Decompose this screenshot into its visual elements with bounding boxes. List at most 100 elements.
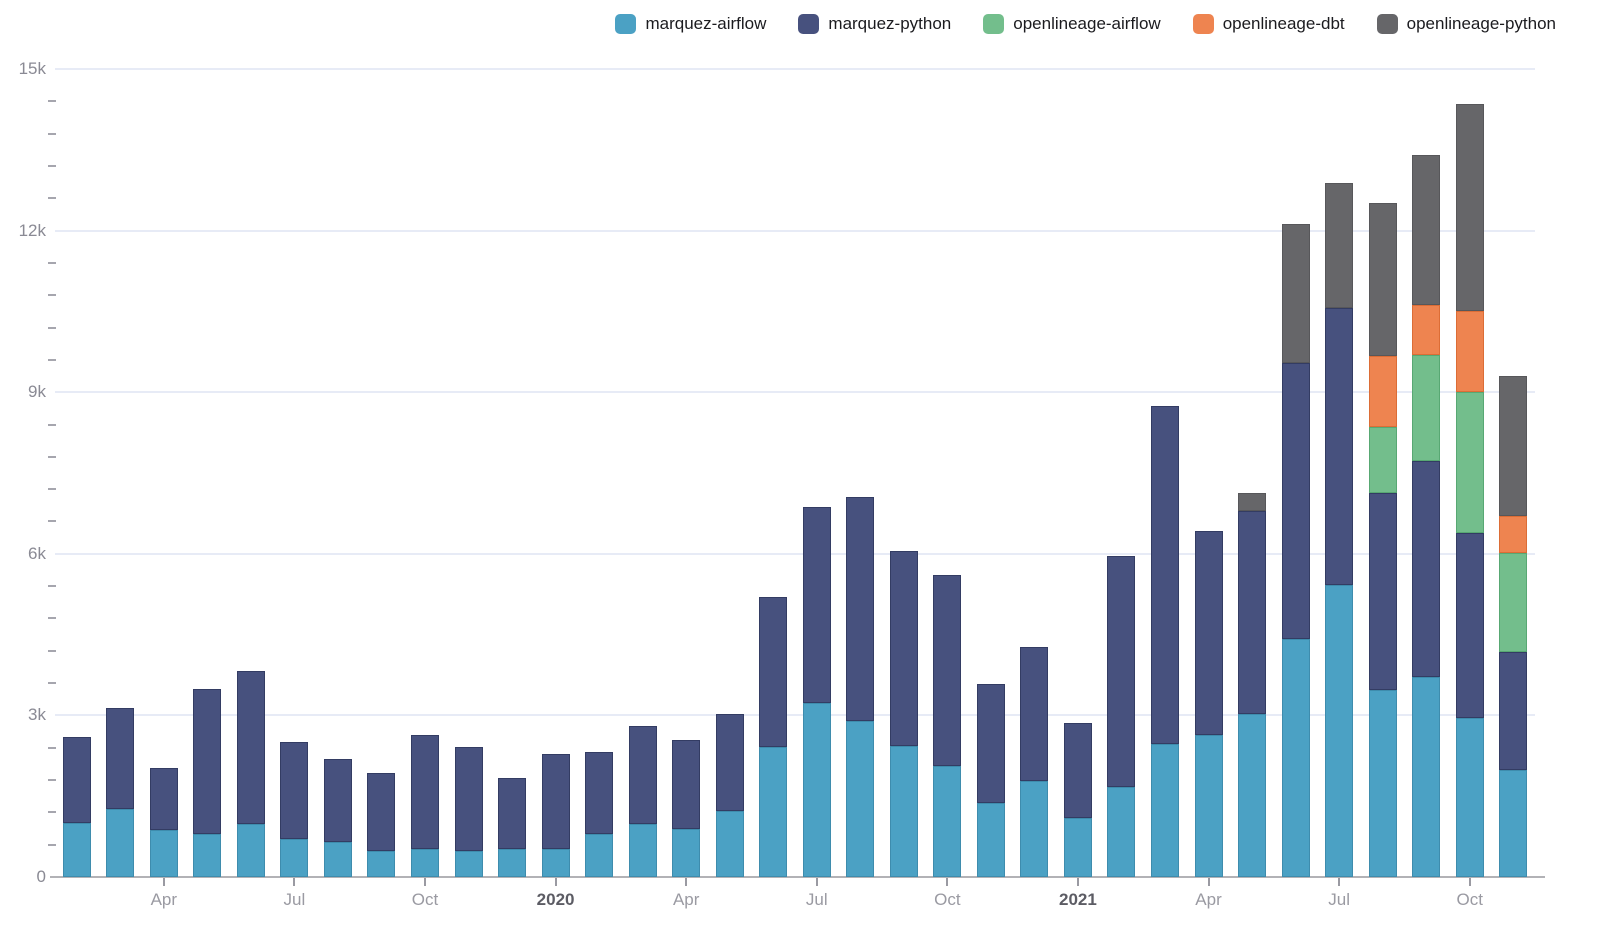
- segment-marquez-airflow-2019-06[interactable]: [236, 824, 265, 877]
- segment-marquez-python-2019-07[interactable]: [280, 742, 309, 839]
- bar-2020-11: [976, 683, 1005, 877]
- segment-marquez-python-2020-05[interactable]: [715, 713, 744, 812]
- bar-2020-01: [541, 753, 570, 877]
- segment-marquez-python-2019-02[interactable]: [62, 736, 91, 824]
- segment-marquez-python-2019-12[interactable]: [498, 778, 527, 850]
- bar-2020-09: [889, 551, 918, 877]
- segment-openlineage-python-2021-05[interactable]: [1238, 493, 1267, 512]
- segment-marquez-airflow-2021-04[interactable]: [1194, 735, 1223, 877]
- segment-marquez-python-2021-05[interactable]: [1238, 511, 1267, 715]
- segment-marquez-airflow-2021-05[interactable]: [1238, 714, 1267, 877]
- segment-marquez-airflow-2019-04[interactable]: [149, 829, 178, 877]
- segment-marquez-airflow-2020-05[interactable]: [715, 811, 744, 877]
- segment-openlineage-airflow-2021-11[interactable]: [1499, 553, 1528, 652]
- segment-openlineage-dbt-2021-09[interactable]: [1412, 304, 1441, 356]
- segment-marquez-airflow-2021-11[interactable]: [1499, 769, 1528, 877]
- segment-openlineage-python-2021-07[interactable]: [1325, 182, 1354, 309]
- segment-marquez-python-2021-06[interactable]: [1281, 363, 1310, 639]
- segment-marquez-python-2020-01[interactable]: [541, 753, 570, 849]
- segment-marquez-airflow-2021-08[interactable]: [1368, 690, 1397, 877]
- segment-marquez-airflow-2021-02[interactable]: [1107, 787, 1136, 877]
- segment-marquez-airflow-2021-01[interactable]: [1063, 818, 1092, 877]
- segment-marquez-python-2020-09[interactable]: [889, 551, 918, 747]
- segment-openlineage-dbt-2021-10[interactable]: [1455, 310, 1484, 393]
- legend-item-openlineage-airflow[interactable]: openlineage-airflow: [983, 12, 1161, 36]
- segment-marquez-airflow-2019-03[interactable]: [106, 809, 135, 877]
- segment-openlineage-python-2021-09[interactable]: [1412, 155, 1441, 305]
- y-minor-tick: [48, 261, 56, 264]
- segment-marquez-airflow-2020-08[interactable]: [846, 720, 875, 877]
- segment-marquez-airflow-2019-08[interactable]: [323, 842, 352, 877]
- segment-marquez-python-2020-10[interactable]: [933, 575, 962, 767]
- segment-marquez-python-2019-04[interactable]: [149, 767, 178, 830]
- segment-marquez-airflow-2019-09[interactable]: [367, 850, 396, 877]
- segment-openlineage-airflow-2021-09[interactable]: [1412, 355, 1441, 462]
- legend-item-marquez-python[interactable]: marquez-python: [798, 12, 951, 36]
- segment-marquez-airflow-2020-04[interactable]: [672, 828, 701, 877]
- segment-marquez-airflow-2020-10[interactable]: [933, 766, 962, 877]
- segment-openlineage-python-2021-08[interactable]: [1368, 202, 1397, 357]
- segment-marquez-python-2020-02[interactable]: [585, 752, 614, 834]
- segment-marquez-airflow-2020-02[interactable]: [585, 833, 614, 877]
- segment-marquez-python-2019-09[interactable]: [367, 773, 396, 851]
- segment-marquez-python-2021-02[interactable]: [1107, 556, 1136, 788]
- segment-marquez-airflow-2021-07[interactable]: [1325, 585, 1354, 877]
- segment-openlineage-dbt-2021-08[interactable]: [1368, 356, 1397, 428]
- segment-marquez-python-2019-05[interactable]: [193, 689, 222, 835]
- bar-2021-07: [1325, 182, 1354, 877]
- x-axis-label-Oct: Oct: [934, 890, 961, 909]
- segment-marquez-airflow-2019-05[interactable]: [193, 834, 222, 877]
- legend-item-openlineage-python[interactable]: openlineage-python: [1376, 12, 1556, 36]
- segment-marquez-python-2020-06[interactable]: [759, 596, 788, 747]
- segment-marquez-airflow-2019-11[interactable]: [454, 851, 483, 877]
- segment-marquez-airflow-2020-11[interactable]: [976, 803, 1005, 877]
- segment-marquez-python-2020-12[interactable]: [1020, 647, 1049, 781]
- segment-marquez-python-2021-01[interactable]: [1063, 722, 1092, 819]
- segment-marquez-airflow-2021-06[interactable]: [1281, 638, 1310, 877]
- segment-marquez-airflow-2020-01[interactable]: [541, 849, 570, 877]
- legend-label: marquez-python: [828, 14, 952, 33]
- legend-item-marquez-airflow[interactable]: marquez-airflow: [615, 12, 766, 36]
- segment-marquez-python-2019-11[interactable]: [454, 746, 483, 852]
- segment-marquez-python-2020-07[interactable]: [802, 507, 831, 704]
- segment-marquez-python-2021-11[interactable]: [1499, 651, 1528, 770]
- segment-marquez-python-2020-08[interactable]: [846, 496, 875, 721]
- segment-marquez-python-2019-06[interactable]: [236, 670, 265, 825]
- segment-marquez-airflow-2020-12[interactable]: [1020, 780, 1049, 877]
- y-axis-label-9k: 9k: [28, 382, 46, 402]
- y-minor-tick: [48, 843, 56, 846]
- segment-marquez-airflow-2019-10[interactable]: [411, 848, 439, 877]
- bar-2021-10: [1455, 103, 1484, 877]
- segment-marquez-airflow-2020-03[interactable]: [628, 823, 657, 877]
- segment-openlineage-dbt-2021-11[interactable]: [1499, 516, 1528, 554]
- segment-marquez-python-2020-04[interactable]: [672, 740, 701, 829]
- segment-marquez-python-2021-04[interactable]: [1194, 531, 1223, 736]
- segment-marquez-airflow-2020-06[interactable]: [759, 746, 788, 877]
- segment-marquez-airflow-2021-10[interactable]: [1455, 717, 1484, 877]
- segment-marquez-airflow-2019-07[interactable]: [280, 838, 309, 877]
- segment-marquez-airflow-2019-02[interactable]: [62, 823, 91, 877]
- segment-marquez-python-2021-07[interactable]: [1325, 308, 1354, 586]
- segment-marquez-python-2019-08[interactable]: [323, 758, 352, 843]
- segment-marquez-airflow-2021-03[interactable]: [1151, 743, 1179, 877]
- segment-marquez-python-2020-11[interactable]: [976, 683, 1005, 804]
- segment-marquez-airflow-2020-07[interactable]: [802, 703, 831, 877]
- segment-marquez-python-2021-08[interactable]: [1368, 493, 1397, 691]
- legend-item-openlineage-dbt[interactable]: openlineage-dbt: [1192, 12, 1345, 36]
- y-minor-tick: [48, 294, 56, 297]
- segment-marquez-python-2021-09[interactable]: [1412, 461, 1441, 677]
- segment-marquez-airflow-2021-09[interactable]: [1412, 676, 1441, 877]
- segment-marquez-python-2021-03[interactable]: [1151, 405, 1179, 744]
- segment-openlineage-python-2021-06[interactable]: [1281, 223, 1310, 364]
- segment-marquez-python-2019-03[interactable]: [106, 708, 135, 810]
- segment-marquez-python-2019-10[interactable]: [411, 735, 439, 849]
- bar-2019-12: [498, 778, 527, 877]
- segment-marquez-python-2021-10[interactable]: [1455, 533, 1484, 718]
- segment-marquez-airflow-2019-12[interactable]: [498, 849, 527, 877]
- segment-marquez-airflow-2020-09[interactable]: [889, 746, 918, 877]
- segment-openlineage-python-2021-10[interactable]: [1455, 103, 1484, 311]
- segment-openlineage-python-2021-11[interactable]: [1499, 376, 1528, 517]
- segment-openlineage-airflow-2021-08[interactable]: [1368, 427, 1397, 494]
- segment-openlineage-airflow-2021-10[interactable]: [1455, 392, 1484, 534]
- segment-marquez-python-2020-03[interactable]: [628, 726, 657, 824]
